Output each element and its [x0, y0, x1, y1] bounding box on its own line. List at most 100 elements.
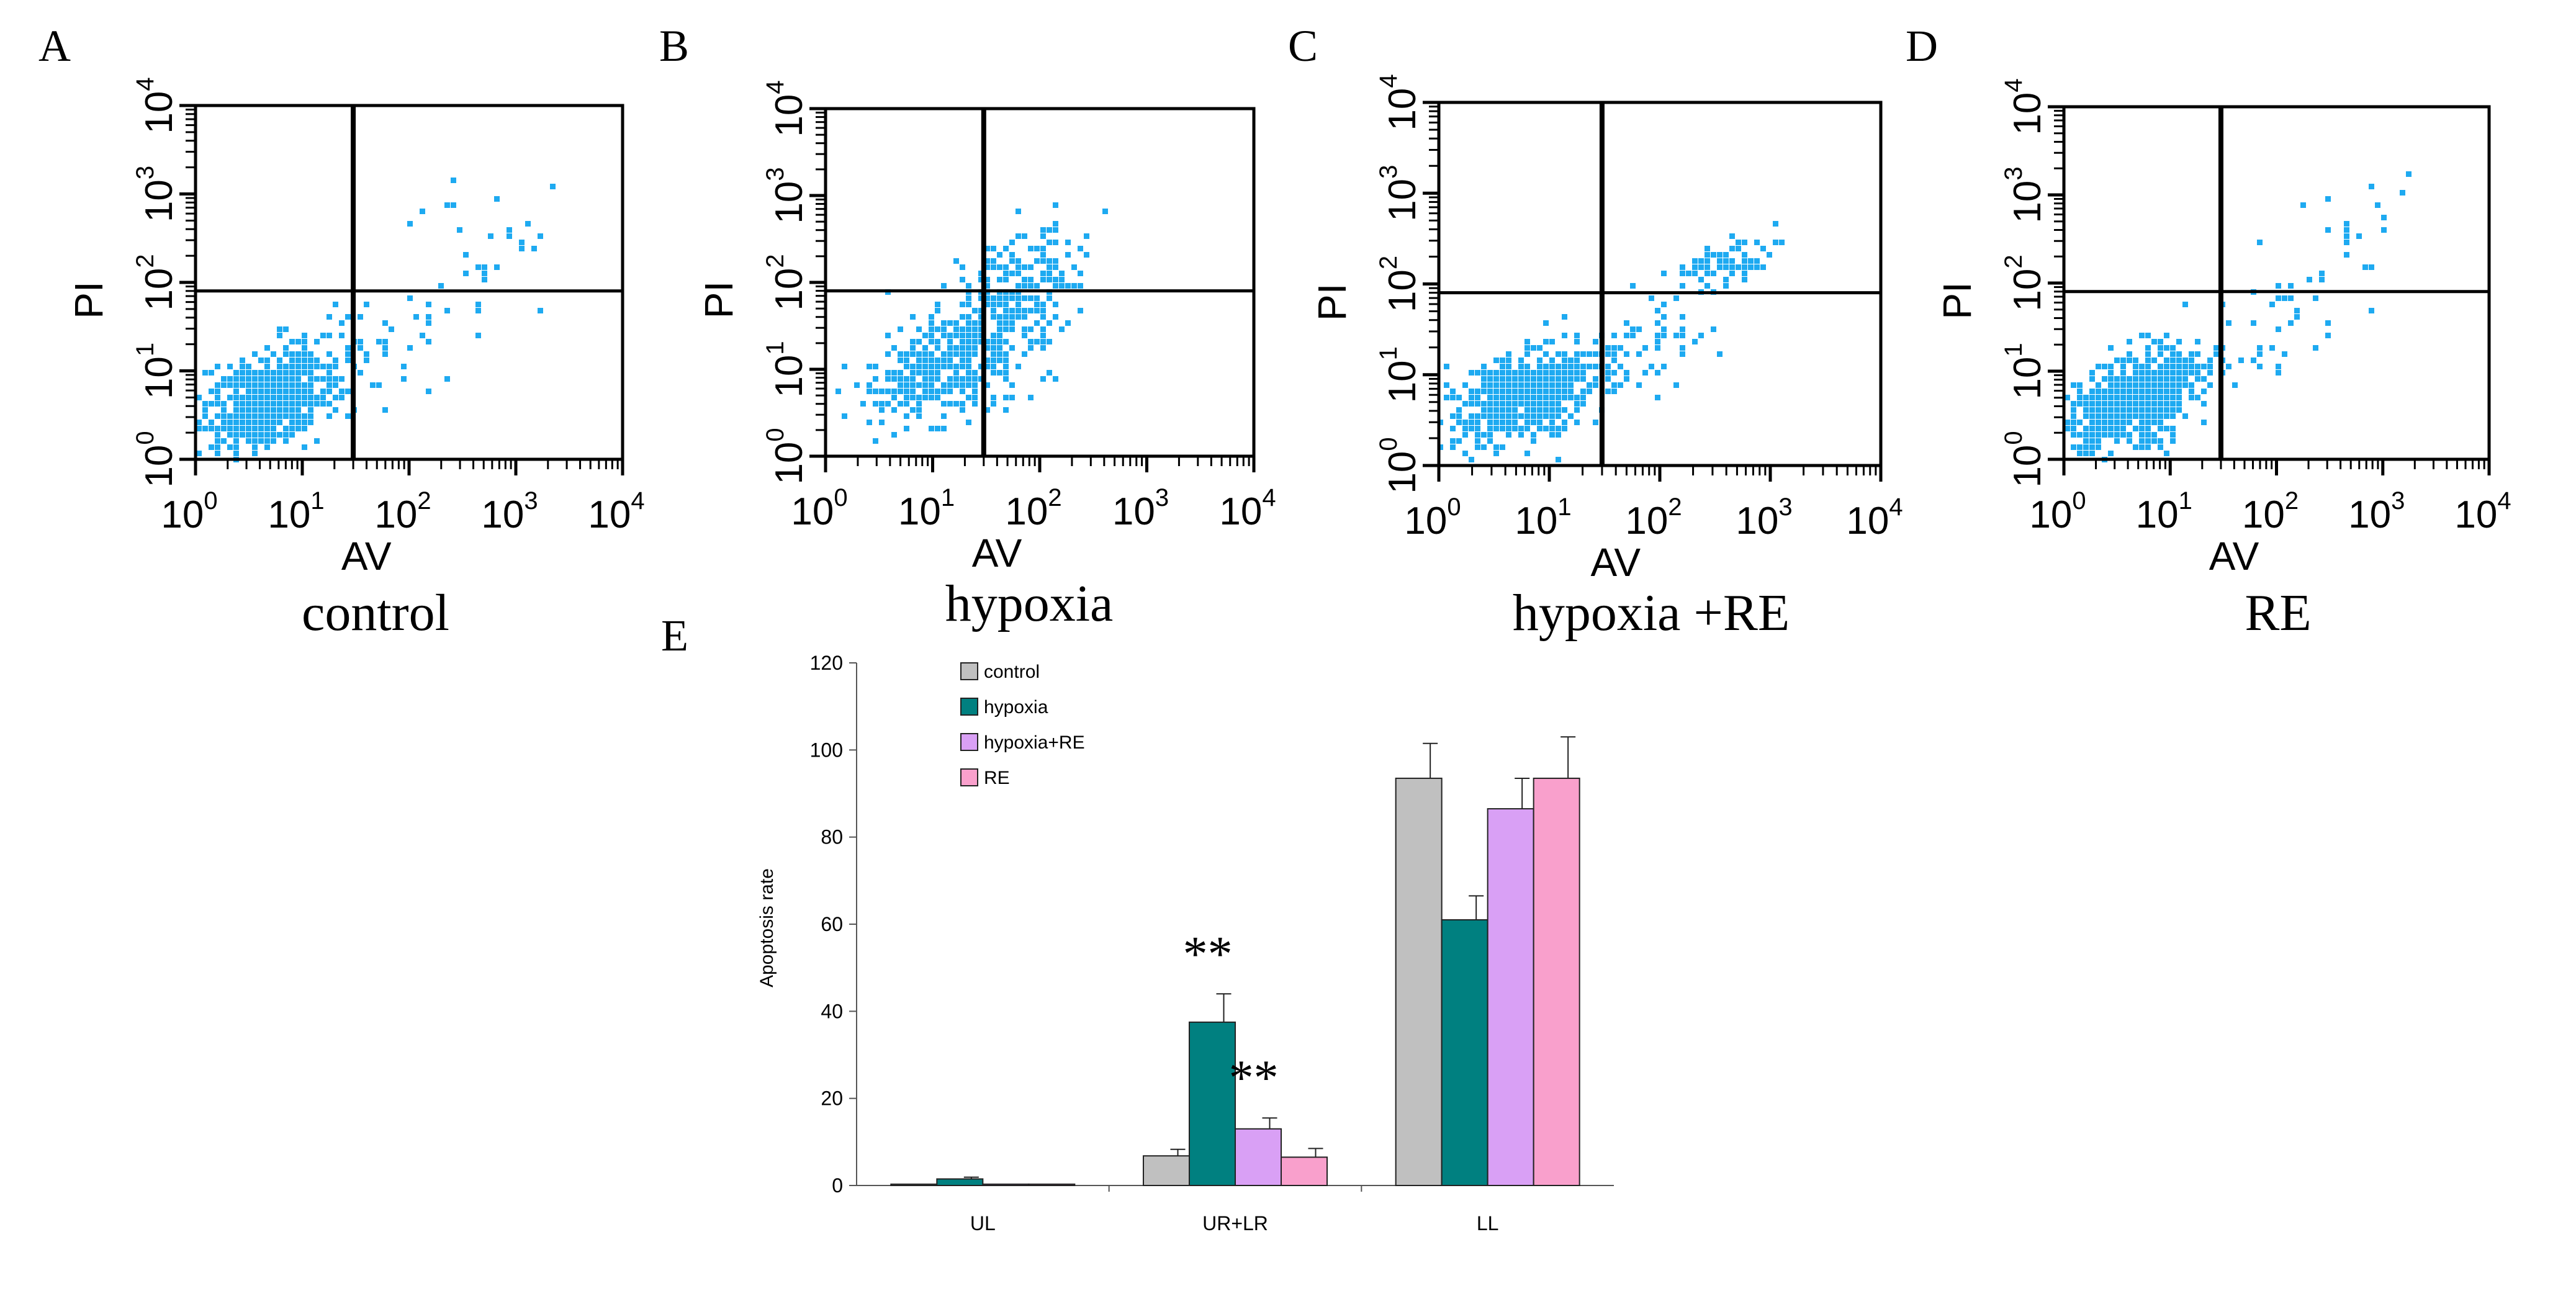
- scatter-point: [904, 351, 909, 357]
- scatter-point: [308, 376, 313, 382]
- scatter-point: [2176, 395, 2182, 400]
- scatter-point: [302, 395, 307, 400]
- scatter-point: [1531, 376, 1536, 382]
- scatter-point: [2133, 426, 2138, 431]
- scatter-point: [2226, 320, 2231, 326]
- scatter-point: [904, 413, 909, 419]
- scatter-point: [444, 202, 450, 208]
- scatter-point: [991, 351, 996, 357]
- scatter-point: [1593, 339, 1598, 344]
- scatter-point: [922, 389, 928, 394]
- scatter-point: [941, 401, 947, 407]
- scatter-point: [1078, 271, 1083, 276]
- scatter-point: [2201, 401, 2207, 407]
- scatter-point: [916, 364, 922, 369]
- scatter-point: [308, 358, 313, 363]
- scatter-point: [1524, 395, 1530, 400]
- scatter-point: [2145, 407, 2151, 413]
- scatter-point: [1543, 370, 1549, 376]
- scatter-point: [202, 370, 208, 376]
- scatter-point: [966, 339, 971, 344]
- scatter-point: [1512, 407, 1518, 413]
- scatter-point: [2139, 364, 2145, 369]
- scatter-point: [1531, 389, 1536, 394]
- bar-y-axis-title: Apoptosis rate: [757, 868, 777, 987]
- flow-plot-c: 100 101 102 103 104 100 101 102 103 104 AV PI: [1310, 74, 1903, 585]
- scatter-point: [1630, 326, 1636, 332]
- scatter-point: [221, 382, 227, 388]
- scatter-point: [1574, 339, 1580, 344]
- scatter-point: [1562, 395, 1567, 400]
- scatter-point: [1475, 444, 1480, 450]
- scatter-point: [519, 240, 525, 245]
- scatter-point: [1487, 407, 1493, 413]
- scatter-point: [246, 438, 251, 444]
- scatter-point: [1040, 345, 1046, 351]
- scatter-point: [1605, 389, 1611, 394]
- scatter-point: [1500, 376, 1505, 382]
- scatter-point: [2083, 413, 2089, 419]
- scatter-point: [916, 407, 922, 413]
- scatter-point: [2189, 370, 2194, 376]
- scatter-point: [1016, 302, 1021, 307]
- scatter-point: [1524, 339, 1530, 344]
- scatter-point: [966, 358, 971, 363]
- scatter-point: [240, 382, 245, 388]
- scatter-point: [277, 395, 282, 400]
- scatter-point: [2071, 407, 2076, 413]
- x-axis-title: AV: [1590, 540, 1641, 585]
- scatter-point: [1506, 401, 1511, 407]
- scatter-point: [2182, 358, 2188, 363]
- scatter-point: [2145, 370, 2151, 376]
- bar: [1235, 1128, 1282, 1186]
- scatter-point: [2077, 451, 2083, 456]
- scatter-point: [339, 333, 345, 338]
- scatter-point: [413, 314, 419, 320]
- scatter-point: [2127, 389, 2132, 394]
- scatter-point: [2164, 370, 2169, 376]
- scatter-point: [345, 351, 351, 357]
- scatter-point: [2158, 444, 2163, 450]
- scatter-point: [1016, 271, 1021, 276]
- scatter-point: [2176, 407, 2182, 413]
- bar-category-label: LL: [1477, 1212, 1499, 1235]
- scatter-point: [1078, 308, 1083, 313]
- scatter-point: [2276, 283, 2281, 289]
- scatter-point: [2164, 376, 2169, 382]
- scatter-point: [1543, 376, 1549, 382]
- scatter-point: [935, 370, 940, 376]
- scatter-point: [1444, 364, 1449, 369]
- scatter-point: [420, 333, 425, 338]
- scatter-point: [1469, 370, 1474, 376]
- scatter-point: [1742, 264, 1747, 270]
- scatter-point: [302, 364, 307, 369]
- scatter-point: [1053, 302, 1058, 307]
- scatter-point: [972, 320, 978, 326]
- scatter-point: [966, 302, 971, 307]
- scatter-point: [2127, 407, 2132, 413]
- scatter-point: [1016, 258, 1021, 264]
- scatter-point: [1580, 376, 1586, 382]
- scatter-point: [2114, 395, 2120, 400]
- scatter-point: [2089, 426, 2095, 431]
- x-tick-label: 100: [791, 484, 847, 533]
- scatter-point: [972, 308, 978, 313]
- scatter-point: [941, 364, 947, 369]
- scatter-point: [978, 364, 984, 369]
- scatter-point: [978, 333, 984, 338]
- scatter-point: [1556, 401, 1561, 407]
- scatter-point: [2158, 370, 2163, 376]
- scatter-point: [339, 395, 345, 400]
- scatter-point: [209, 389, 214, 394]
- scatter-point: [2207, 370, 2213, 376]
- scatter-point: [271, 407, 276, 413]
- scatter-point: [885, 389, 891, 394]
- scatter-point: [451, 202, 456, 208]
- scatter-point: [2120, 426, 2126, 431]
- scatter-point: [997, 295, 1002, 301]
- scatter-point: [1500, 444, 1505, 450]
- scatter-point: [407, 345, 413, 351]
- scatter-point: [258, 420, 264, 425]
- scatter-point: [1003, 358, 1009, 363]
- scatter-point: [966, 420, 971, 425]
